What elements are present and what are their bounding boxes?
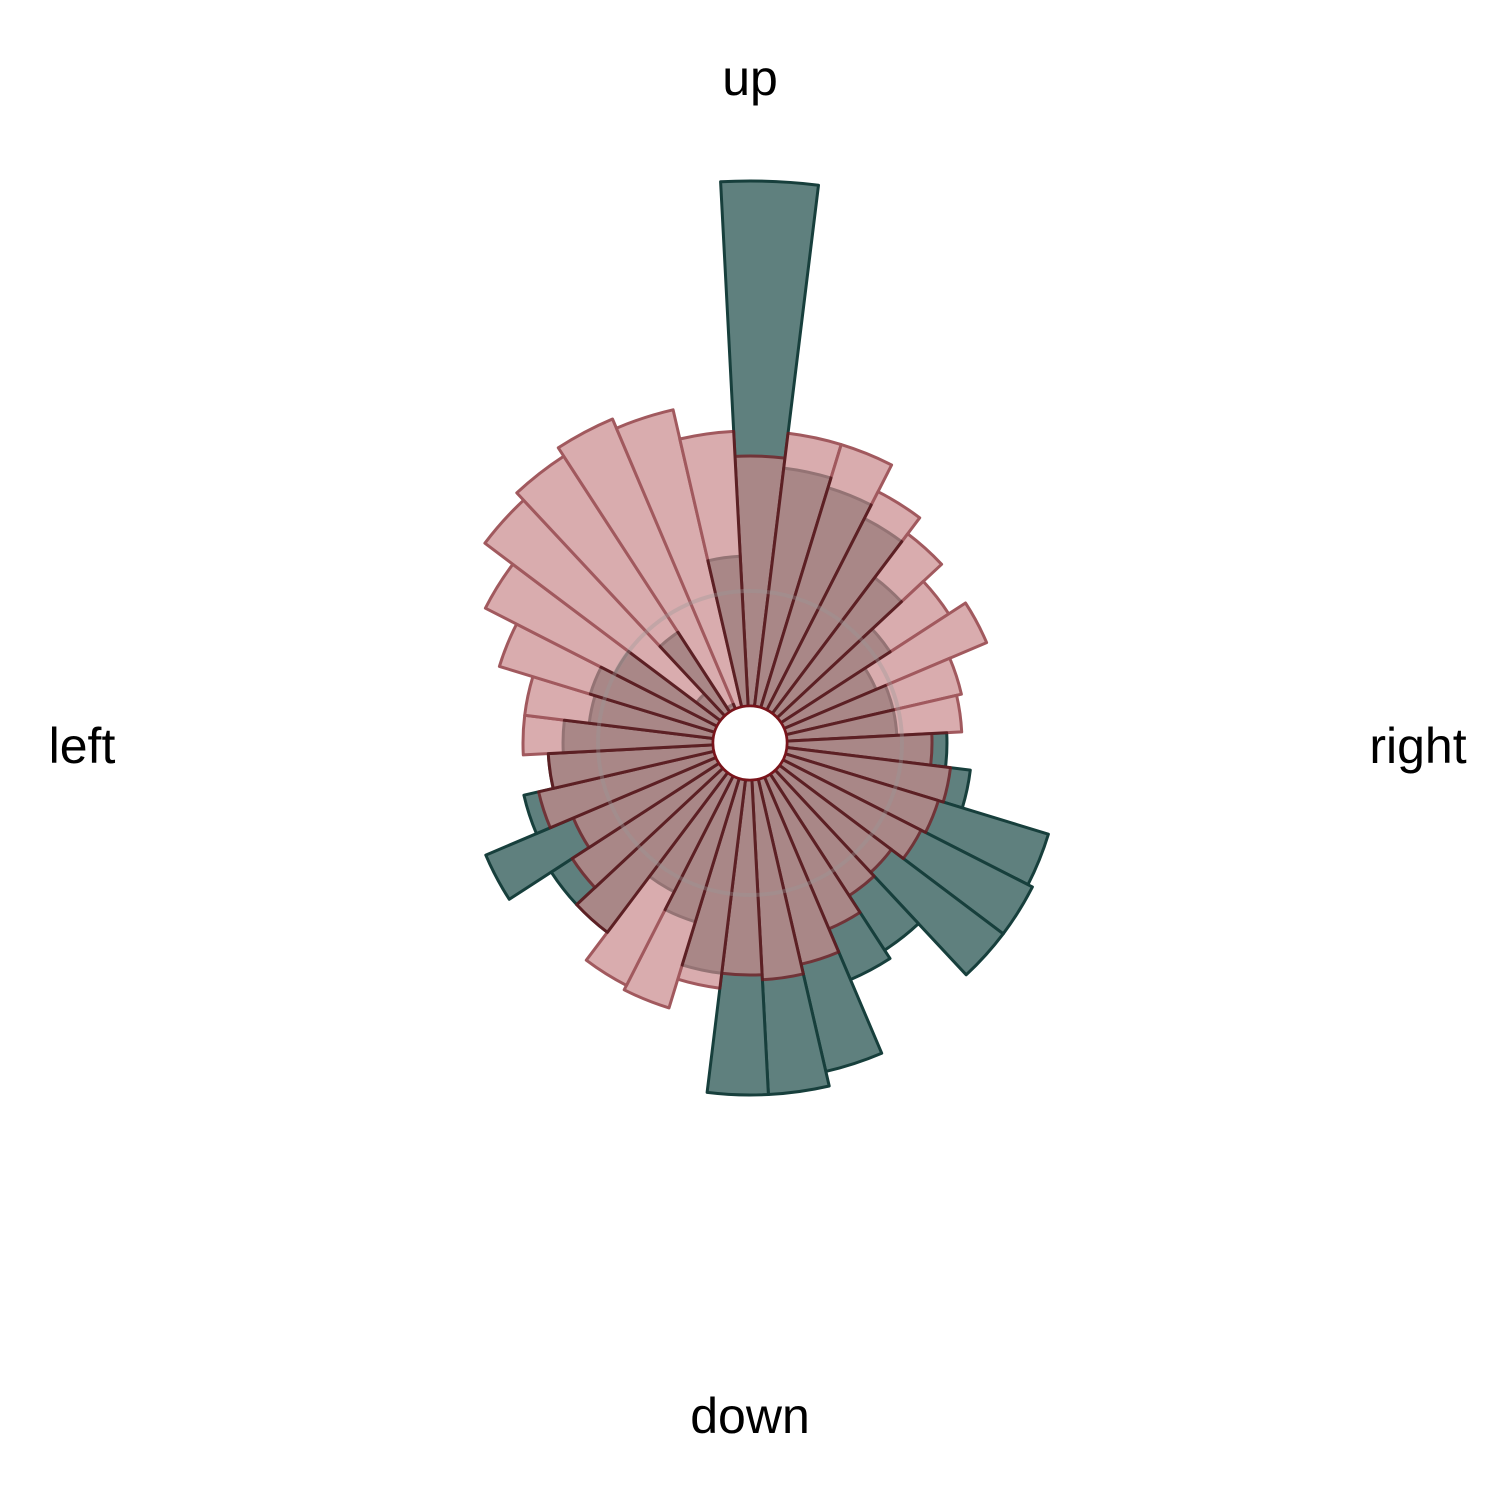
label-down: down bbox=[690, 1388, 810, 1444]
series-2 bbox=[483, 408, 989, 1010]
center-hole bbox=[711, 704, 789, 782]
reference-circle bbox=[596, 589, 904, 897]
label-up: up bbox=[722, 50, 778, 106]
label-right: right bbox=[1369, 718, 1466, 774]
series-layer bbox=[483, 179, 1050, 1097]
label-left: left bbox=[49, 718, 116, 774]
